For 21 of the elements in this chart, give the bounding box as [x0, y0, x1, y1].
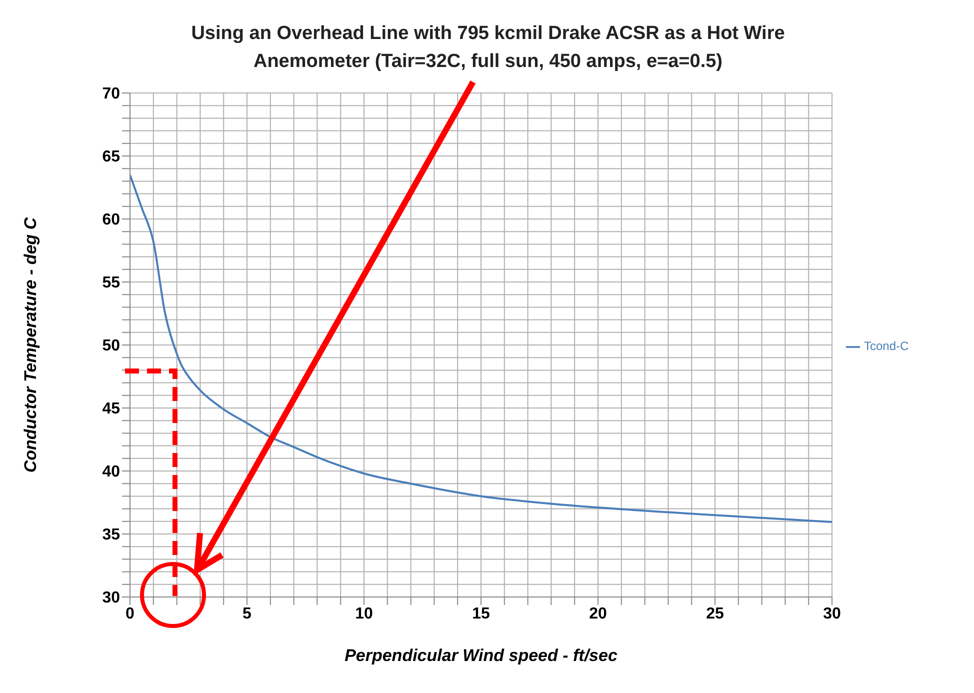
- y-tick-label: 50: [102, 338, 120, 355]
- y-tick-label: 55: [102, 274, 120, 292]
- y-tick-label: 60: [102, 212, 120, 229]
- x-tick-label: 10: [355, 605, 373, 622]
- x-axis-title: Perpendicular Wind speed - ft/sec: [344, 646, 618, 665]
- line-series: [130, 174, 832, 524]
- y-tick-label: 70: [102, 86, 120, 103]
- x-tick-label: 30: [823, 605, 841, 622]
- y-axis-title: Conductor Temperature - deg C: [21, 216, 40, 473]
- y-tick-label: 45: [102, 400, 120, 418]
- x-tick-label: 0: [126, 605, 135, 622]
- y-tick-label: 30: [102, 590, 120, 607]
- legend-label: Tcond-C: [864, 339, 909, 354]
- x-tick-label: 25: [706, 605, 724, 622]
- y-tick-label: 40: [102, 464, 120, 481]
- chart-title: Using an Overhead Line with 795 kcmil Drake ACSR as a Hot Wire Anemometer (Tair=32C, full sun, 450 amps, e=a=0.5): [190, 22, 786, 74]
- x-tick-label: 20: [589, 605, 607, 622]
- x-tick-label: 15: [472, 605, 490, 622]
- y-tick-label: 65: [102, 148, 120, 166]
- x-tick-label: 5: [242, 605, 252, 622]
- y-tick-label: 35: [102, 526, 120, 544]
